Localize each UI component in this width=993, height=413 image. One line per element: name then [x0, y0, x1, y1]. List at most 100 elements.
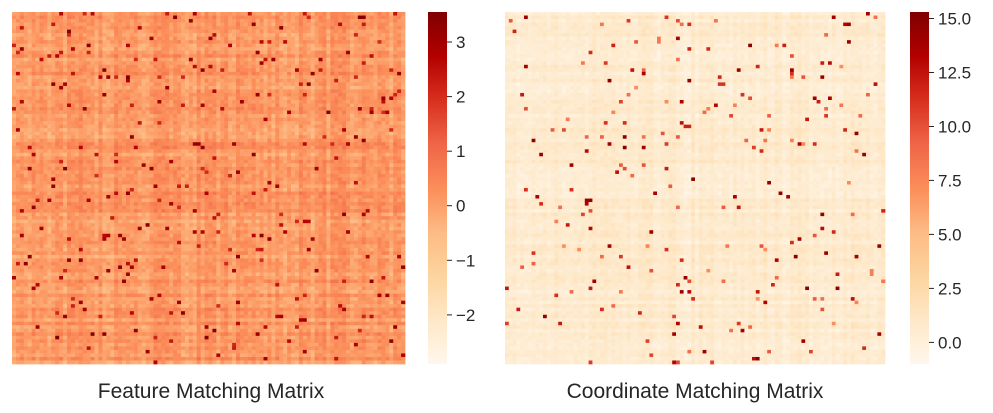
heatmap-cell: [353, 29, 359, 34]
heatmap-cell: [27, 100, 32, 104]
heatmap-cell: [177, 170, 182, 175]
heatmap-cell: [125, 12, 131, 16]
heatmap-cell: [263, 64, 268, 69]
heatmap-cell: [393, 78, 398, 83]
heatmap-cell: [247, 71, 253, 76]
heatmap-cell: [74, 170, 80, 175]
heatmap-cell: [334, 78, 339, 83]
heatmap-cell: [338, 166, 343, 171]
heatmap-cell: [291, 82, 296, 87]
heatmap-cell: [369, 26, 374, 30]
heatmap-cell: [125, 50, 131, 55]
heatmap-cell: [70, 156, 76, 161]
heatmap-cell: [82, 19, 88, 23]
heatmap-cell: [322, 184, 327, 189]
heatmap-cell: [330, 15, 335, 20]
heatmap-cell: [86, 71, 91, 76]
heatmap-cell: [169, 117, 174, 122]
heatmap-cell: [59, 145, 64, 150]
heatmap-cell: [326, 180, 331, 185]
heatmap-cell: [401, 40, 406, 45]
heatmap-cell: [141, 57, 146, 62]
heatmap-cell: [220, 121, 225, 125]
heatmap-cell: [224, 131, 229, 136]
heatmap-cell: [67, 82, 72, 87]
heatmap-cell: [204, 103, 209, 108]
heatmap-cell: [287, 166, 292, 171]
heatmap-cell: [157, 15, 162, 20]
heatmap-cell: [220, 36, 225, 41]
heatmap-cell: [196, 33, 201, 37]
heatmap-cell: [133, 142, 139, 147]
heatmap-cell: [114, 78, 119, 83]
heatmap-cell: [165, 184, 170, 189]
heatmap-cell: [310, 159, 315, 164]
heatmap-cell: [86, 29, 91, 34]
heatmap-cell: [43, 68, 48, 73]
heatmap-cell: [334, 82, 339, 87]
heatmap-cell: [23, 57, 29, 62]
heatmap-cell: [243, 78, 249, 83]
heatmap-cell: [369, 43, 374, 48]
heatmap-cell: [298, 68, 304, 73]
heatmap-cell: [216, 96, 221, 101]
heatmap-cell: [23, 166, 29, 171]
heatmap-cell: [224, 64, 229, 69]
heatmap-cell: [216, 50, 221, 55]
heatmap-cell: [102, 180, 107, 185]
heatmap-cell: [63, 163, 68, 168]
heatmap-cell: [31, 159, 36, 164]
heatmap-cell: [27, 152, 32, 157]
heatmap-cell: [122, 121, 127, 125]
heatmap-cell: [224, 159, 229, 164]
heatmap-cell: [90, 47, 95, 52]
heatmap-cell: [157, 138, 162, 143]
heatmap-cell: [19, 71, 25, 76]
heatmap-cell: [157, 170, 162, 175]
heatmap-cell: [78, 40, 84, 45]
heatmap-cell: [346, 96, 351, 101]
heatmap-cell: [70, 170, 76, 175]
heatmap-cell: [43, 110, 48, 115]
heatmap-cell: [196, 100, 201, 104]
heatmap-cell: [98, 47, 103, 52]
heatmap-cell: [220, 15, 225, 20]
heatmap-cell: [389, 138, 394, 143]
heatmap-cell: [133, 92, 139, 97]
heatmap-cell: [200, 71, 205, 76]
heatmap-cell: [177, 26, 182, 30]
heatmap-cell: [397, 71, 402, 76]
heatmap-cell: [385, 26, 390, 30]
heatmap-cell: [255, 36, 260, 41]
heatmap-cell: [39, 177, 44, 182]
heatmap-cell: [298, 103, 304, 108]
heatmap-cell: [63, 149, 68, 154]
heatmap-cell: [55, 184, 60, 189]
heatmap-cell: [94, 145, 99, 150]
heatmap-cell: [279, 82, 284, 87]
heatmap-cell: [169, 159, 174, 164]
heatmap-cell: [338, 107, 343, 111]
heatmap-cell: [90, 159, 95, 164]
heatmap-cell: [106, 54, 111, 59]
heatmap-cell: [294, 89, 300, 94]
heatmap-cell: [353, 89, 359, 94]
heatmap-cell: [255, 107, 260, 111]
heatmap-cell: [389, 166, 394, 171]
heatmap-cell: [271, 166, 276, 171]
heatmap-cell: [401, 36, 406, 41]
heatmap-cell: [239, 22, 245, 27]
heatmap-cell: [94, 43, 99, 48]
heatmap-cell: [86, 19, 91, 23]
heatmap-cell: [393, 149, 398, 154]
heatmap-cell: [255, 22, 260, 27]
heatmap-cell: [334, 121, 339, 125]
heatmap-cell: [94, 184, 99, 189]
heatmap-cell: [31, 110, 36, 115]
heatmap-cell: [243, 29, 249, 34]
heatmap-cell: [23, 142, 29, 147]
heatmap-cell: [94, 110, 99, 115]
heatmap-cell: [251, 138, 257, 143]
heatmap-cell: [314, 92, 319, 97]
